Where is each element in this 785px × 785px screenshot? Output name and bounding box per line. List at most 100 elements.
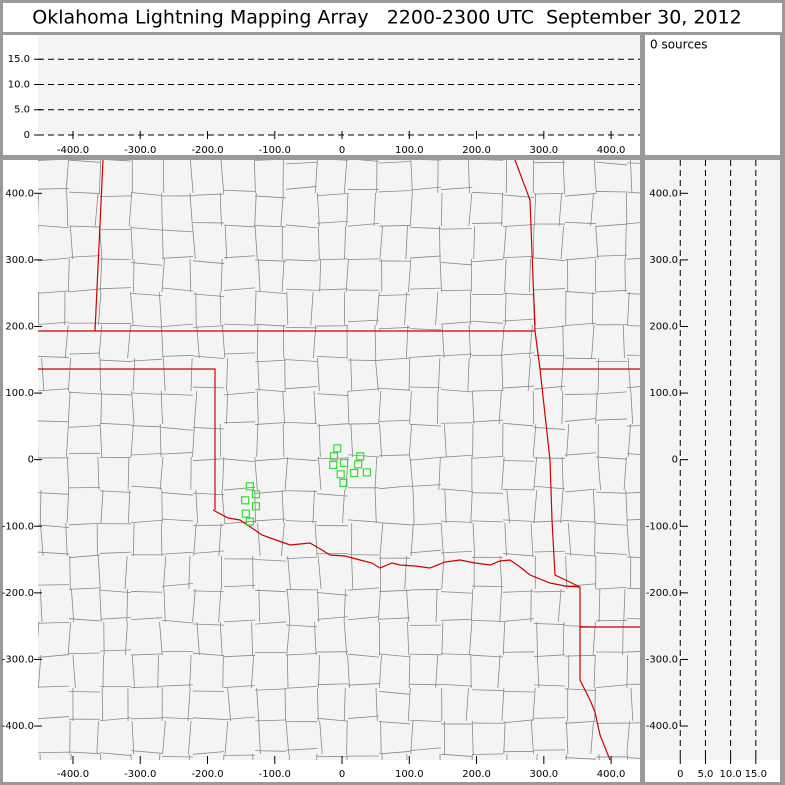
county-border <box>502 553 535 557</box>
county-border <box>287 555 291 590</box>
county-border <box>533 427 566 430</box>
county-border <box>626 556 640 558</box>
county-border <box>536 753 538 760</box>
county-border <box>38 224 70 229</box>
county-border <box>378 161 411 164</box>
county-border <box>598 588 601 623</box>
county-border <box>97 456 100 491</box>
map-background <box>38 160 640 760</box>
y-tick-label: 0 <box>24 130 30 141</box>
county-border <box>38 187 70 190</box>
county-border <box>626 325 640 327</box>
y-tick-label: -400.0 <box>646 721 678 732</box>
county-border <box>561 390 564 425</box>
county-border <box>285 490 318 492</box>
county-border <box>161 355 194 357</box>
county-border <box>347 222 380 227</box>
y-tick-label: -300.0 <box>646 654 678 665</box>
county-border <box>532 225 535 260</box>
county-border <box>347 390 350 425</box>
county-border <box>318 654 320 689</box>
county-border <box>595 223 628 227</box>
county-border <box>130 717 163 720</box>
title-bar <box>3 3 782 32</box>
county-border <box>223 224 256 228</box>
county-border <box>130 519 163 524</box>
county-border <box>409 255 442 259</box>
county-border <box>468 621 473 656</box>
county-border <box>409 423 442 427</box>
county-border <box>626 651 640 653</box>
county-border <box>316 753 318 760</box>
county-border <box>188 753 190 760</box>
county-border <box>254 195 287 199</box>
county-border <box>130 591 163 593</box>
county-border <box>67 258 70 293</box>
plot-area <box>645 160 780 760</box>
county-border <box>99 160 102 194</box>
county-border <box>223 520 256 525</box>
county-border <box>470 588 474 623</box>
county-border <box>471 259 504 263</box>
county-border <box>161 287 194 292</box>
county-border <box>405 225 408 260</box>
state-border <box>94 160 104 332</box>
county-border <box>504 291 507 326</box>
county-border <box>440 353 473 357</box>
county-border <box>99 551 132 554</box>
county-border <box>409 226 442 230</box>
county-border <box>254 259 287 262</box>
chart-title: Oklahoma Lightning Mapping Array 2200-23… <box>32 7 742 29</box>
county-border <box>437 357 441 392</box>
county-border <box>68 587 101 590</box>
county-border <box>38 654 42 689</box>
county-border <box>257 522 261 557</box>
county-border <box>533 385 566 390</box>
county-border <box>67 390 71 425</box>
county-border <box>318 423 321 458</box>
county-border <box>130 262 163 266</box>
county-border <box>440 454 473 458</box>
county-border <box>161 225 164 260</box>
county-border <box>252 555 254 590</box>
county-border <box>560 357 565 392</box>
county-border <box>533 288 566 291</box>
x-tick-label: -200.0 <box>191 769 223 780</box>
county-border <box>440 488 473 492</box>
county-border <box>94 192 99 227</box>
county-border <box>38 356 70 358</box>
county-border <box>130 485 163 489</box>
county-border <box>132 357 136 392</box>
county-border <box>316 616 349 620</box>
county-border <box>533 257 566 262</box>
x-tick-label: 300.0 <box>529 769 558 780</box>
county-border <box>506 489 511 524</box>
county-border <box>316 220 349 224</box>
county-border <box>38 654 70 658</box>
county-border <box>566 423 570 458</box>
county-border <box>502 318 535 322</box>
county-border <box>319 258 322 293</box>
county-border <box>597 357 600 392</box>
county-border <box>193 522 197 557</box>
county-border <box>409 456 442 461</box>
county-border <box>379 423 382 458</box>
county-border <box>347 258 380 260</box>
county-border <box>100 390 103 425</box>
county-border <box>285 653 318 656</box>
county-border <box>502 460 535 462</box>
county-border <box>532 687 536 722</box>
county-border <box>130 423 134 458</box>
county-border <box>100 489 104 524</box>
county-border <box>560 489 564 524</box>
county-border <box>595 522 628 526</box>
county-border <box>626 386 640 389</box>
county-border <box>65 522 68 557</box>
county-border <box>440 261 473 266</box>
county-border <box>161 192 163 227</box>
county-border <box>623 456 627 491</box>
station-marker <box>245 482 254 491</box>
county-border <box>130 617 163 621</box>
county-border <box>310 291 314 326</box>
county-border <box>159 753 161 760</box>
